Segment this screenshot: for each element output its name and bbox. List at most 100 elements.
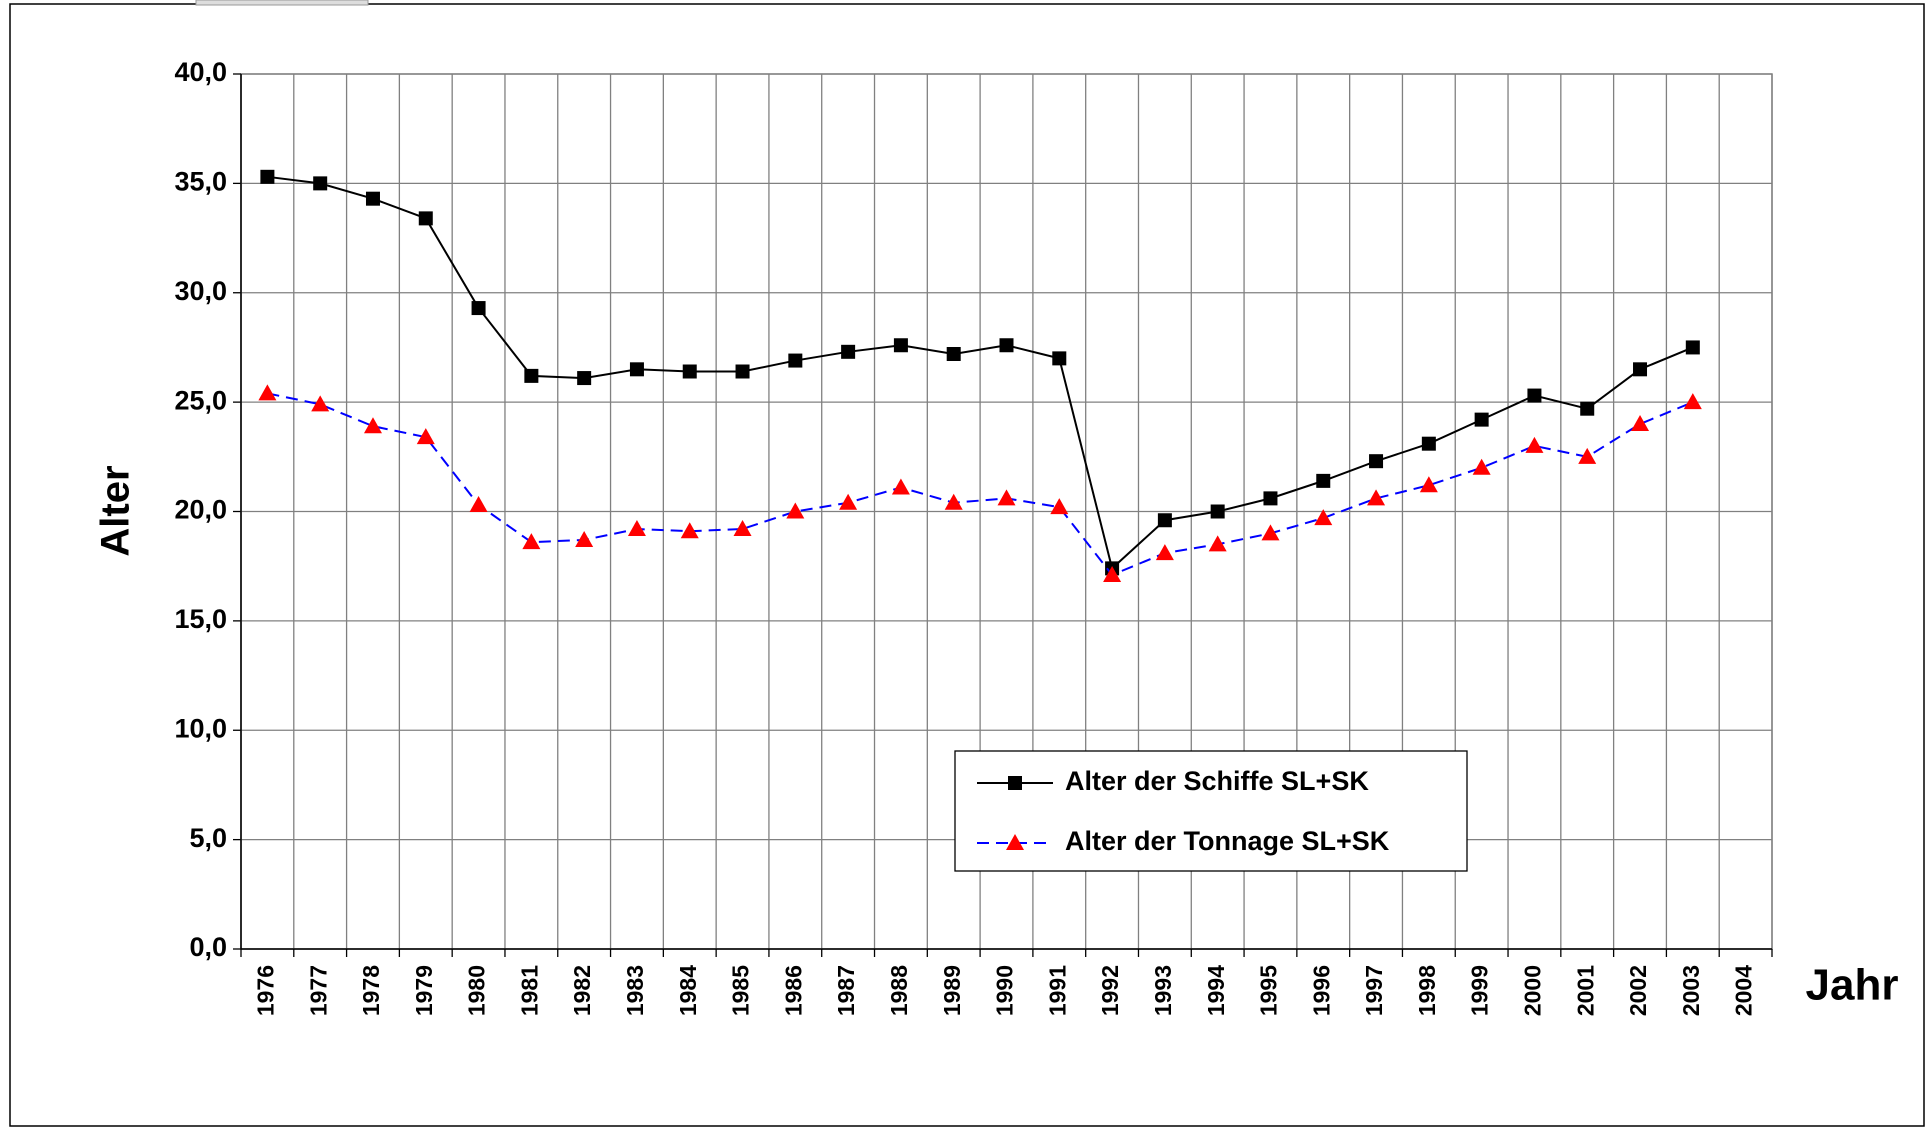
data-point: [365, 191, 380, 206]
data-point: [1263, 491, 1278, 506]
x-tick-label: 1989: [939, 965, 965, 1016]
data-point: [893, 338, 908, 353]
data-point: [311, 395, 330, 412]
x-tick-label: 1997: [1361, 965, 1387, 1016]
data-point: [627, 520, 646, 536]
data-point: [469, 495, 488, 512]
data-point: [1633, 362, 1648, 377]
data-point: [313, 176, 328, 191]
data-point: [1474, 412, 1489, 427]
x-tick-label: 1998: [1414, 965, 1440, 1016]
x-tick-label: 2000: [1520, 965, 1546, 1016]
data-point: [1578, 447, 1597, 464]
data-point: [1103, 565, 1122, 582]
legend-label: Alter der Tonnage SL+SK: [1065, 826, 1390, 856]
series-line: [267, 392, 1694, 577]
data-point: [1421, 436, 1436, 451]
x-tick-label: 1995: [1256, 965, 1282, 1016]
data-point: [839, 493, 858, 510]
legend-box: [954, 750, 1468, 872]
data-point: [891, 478, 910, 495]
data-point: [680, 522, 699, 539]
data-point: [946, 347, 961, 361]
x-tick-label: 1987: [833, 965, 859, 1016]
data-point: [1685, 340, 1700, 355]
data-point: [1683, 393, 1702, 410]
data-point: [1369, 454, 1384, 469]
data-point: [1472, 458, 1491, 475]
x-tick-label: 1980: [464, 965, 490, 1016]
x-tick-label: 1994: [1203, 965, 1229, 1016]
data-point: [1527, 388, 1542, 403]
data-point: [1314, 509, 1333, 526]
data-point: [997, 489, 1016, 506]
x-tick-label: 2004: [1731, 965, 1757, 1016]
x-tick-label: 1985: [728, 965, 754, 1016]
y-tick-label: 0,0: [189, 932, 227, 962]
y-tick-label: 5,0: [189, 823, 227, 853]
data-point: [1580, 401, 1595, 416]
x-axis-title: Jahr: [1806, 961, 1899, 1010]
data-point: [363, 417, 382, 434]
data-point: [1367, 489, 1386, 506]
x-tick-label: 1979: [411, 965, 437, 1016]
x-tick-label: 1981: [516, 965, 542, 1016]
x-tick-label: 1983: [622, 965, 648, 1016]
x-tick-label: 1992: [1097, 965, 1123, 1016]
y-tick-label: 25,0: [174, 385, 227, 415]
data-point: [735, 364, 750, 379]
data-point: [258, 384, 277, 401]
y-tick-label: 15,0: [174, 604, 227, 634]
data-point: [1155, 544, 1174, 561]
x-tick-label: 1982: [569, 965, 595, 1016]
x-tick-label: 2001: [1572, 965, 1598, 1016]
x-tick-label: 2003: [1678, 965, 1704, 1016]
data-point: [944, 493, 963, 510]
data-point: [575, 530, 594, 547]
data-point: [1050, 498, 1069, 515]
x-tick-label: 1991: [1044, 965, 1070, 1016]
y-tick-label: 40,0: [174, 57, 227, 87]
data-point: [682, 364, 697, 379]
legend-marker: [1008, 776, 1022, 790]
data-point: [524, 368, 539, 383]
series-line: [267, 175, 1694, 571]
legend: Alter der Schiffe SL+SK Alter der Tonnage…: [954, 750, 1468, 872]
x-tick-label: 2002: [1625, 965, 1651, 1016]
decoration: [195, 0, 369, 6]
x-tick-label: 1984: [675, 965, 701, 1016]
x-tick-label: 1976: [252, 965, 278, 1016]
legend-label: Alter der Schiffe SL+SK: [1065, 766, 1369, 796]
x-tick-label: 1993: [1150, 965, 1176, 1016]
data-point: [522, 533, 541, 550]
data-point: [418, 211, 433, 226]
data-point: [1525, 436, 1544, 453]
data-point: [1261, 524, 1280, 541]
data-point: [1419, 476, 1438, 493]
data-point: [788, 353, 803, 368]
legend-marker: [1006, 834, 1024, 850]
data-point: [577, 371, 592, 386]
data-point: [1210, 504, 1225, 519]
x-tick-label: 1977: [305, 965, 331, 1016]
x-tick-label: 1978: [358, 965, 384, 1016]
data-point: [1208, 535, 1227, 552]
x-tick-label: 1986: [780, 965, 806, 1016]
data-point: [416, 428, 435, 445]
data-point: [999, 338, 1014, 353]
data-point: [786, 502, 805, 519]
data-point: [629, 362, 644, 377]
data-point: [260, 169, 275, 184]
x-tick-label: 1988: [886, 965, 912, 1016]
x-tick-label: 1996: [1308, 965, 1334, 1016]
data-point: [471, 301, 486, 316]
data-point: [1052, 351, 1067, 366]
y-tick-label: 35,0: [174, 167, 227, 197]
y-tick-label: 20,0: [174, 495, 227, 525]
data-point: [841, 344, 856, 359]
data-point: [1631, 415, 1650, 431]
y-tick-label: 10,0: [174, 713, 227, 743]
data-point: [1157, 513, 1172, 528]
